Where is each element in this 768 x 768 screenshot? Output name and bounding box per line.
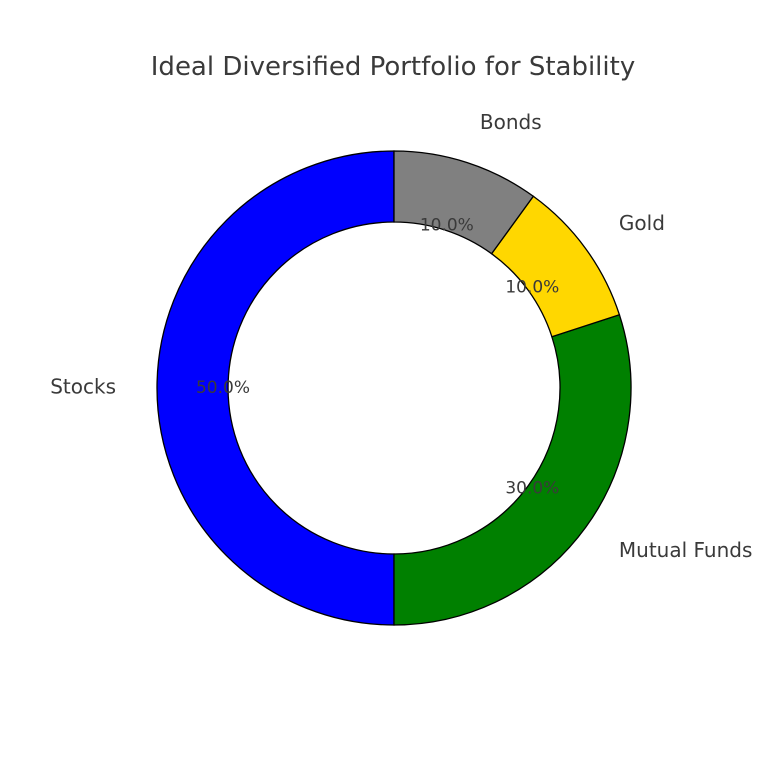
slice-stocks [156,150,395,626]
pct-label-gold: 10.0% [505,277,559,297]
pct-label-mutual-funds: 30.0% [505,479,559,499]
pct-label-stocks: 50.0% [196,378,250,398]
slice-mutual-funds [393,313,632,626]
slice-label-stocks: Stocks [50,375,116,399]
slice-label-bonds: Bonds [480,110,542,134]
slices-group [156,150,632,626]
labels-group: Stocks 50.0% Mutual Funds 30.0% Gold 10.0% Bon… [50,110,752,562]
slice-label-gold: Gold [619,211,665,235]
chart-title: Ideal Diversified Portfolio for Stabilit… [150,52,636,82]
pct-label-bonds: 10.0% [420,215,474,235]
slice-bonds [393,150,535,255]
slice-label-mutual-funds: Mutual Funds [619,538,753,562]
